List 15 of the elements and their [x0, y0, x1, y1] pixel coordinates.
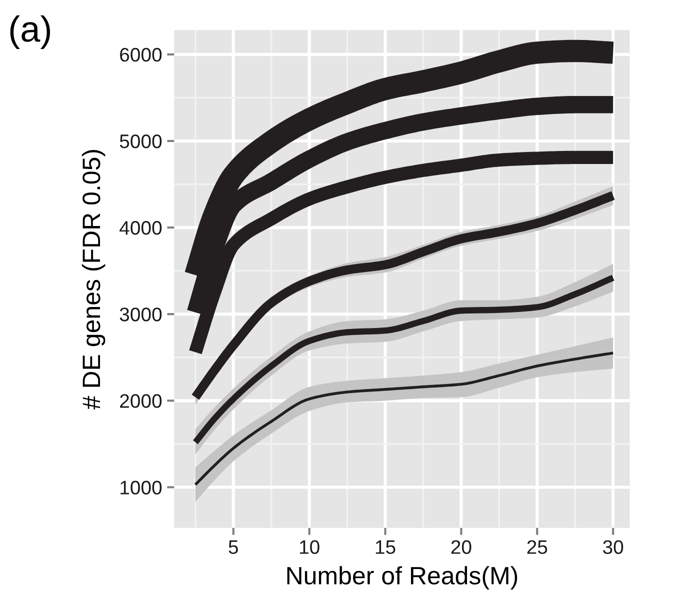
y-tick-label: 1000 [120, 480, 162, 494]
x-tick-label: 15 [376, 540, 396, 554]
y-tick-label: 5000 [120, 134, 162, 148]
x-tick-label: 5 [228, 540, 238, 554]
y-tick-label: 4000 [120, 221, 162, 235]
y-tick-label: 6000 [120, 48, 162, 62]
y-axis-title: # DE genes (FDR 0.05) [82, 150, 106, 410]
text: (a) [10, 15, 50, 50]
x-tick-label: 30 [602, 540, 624, 554]
x-axis-title: Number of Reads(M) [287, 566, 518, 590]
y-tick-label: 3000 [120, 308, 162, 322]
x-tick-label: 10 [300, 540, 320, 554]
x-tick-label: 25 [527, 540, 548, 554]
x-tick-label: 20 [451, 540, 472, 554]
y-tick-label: 2000 [120, 394, 162, 408]
